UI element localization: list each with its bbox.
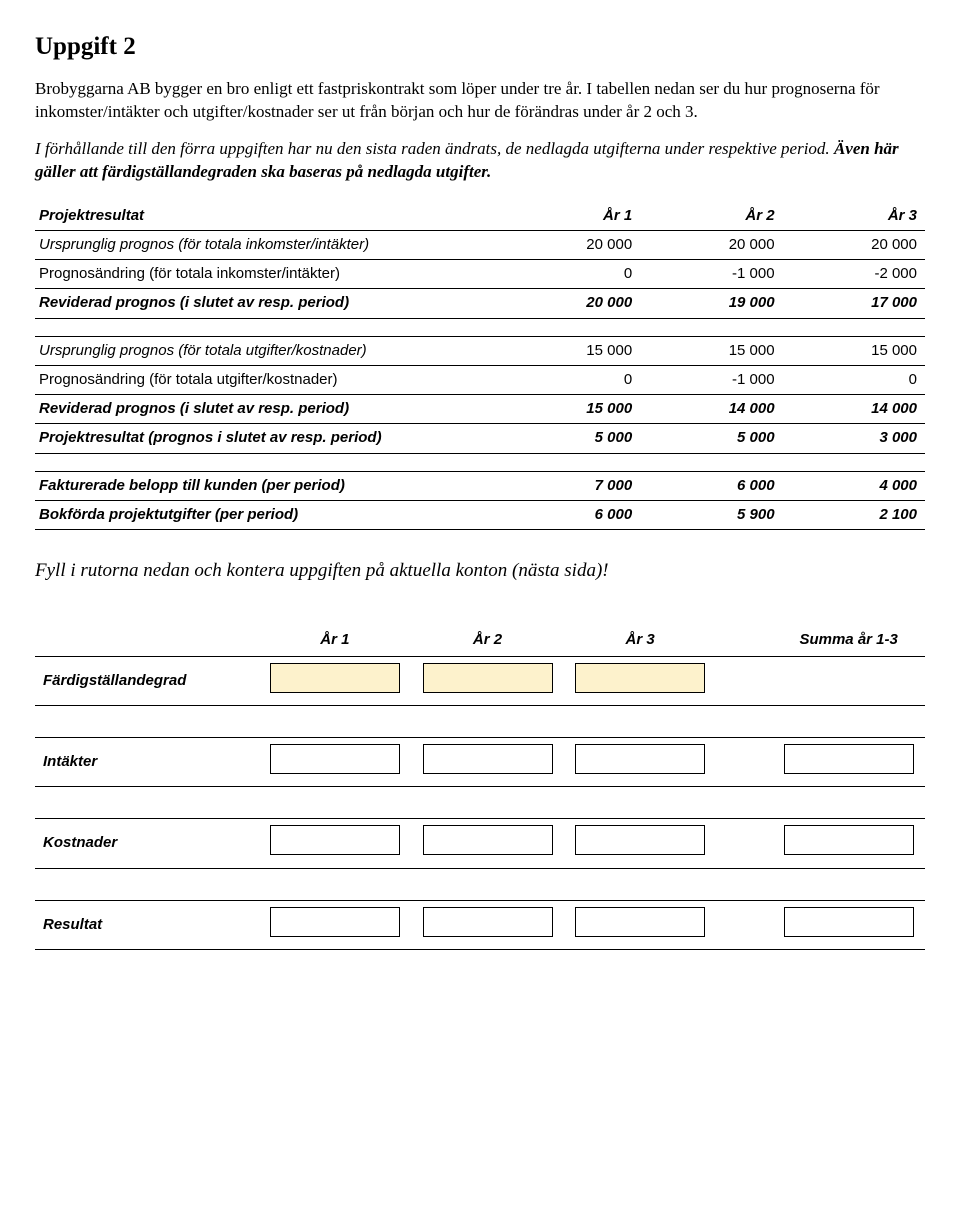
- row-label: Prognosändring (för totala inkomster/int…: [35, 260, 498, 289]
- fill-col: År 1: [259, 624, 412, 657]
- input-box[interactable]: [423, 907, 553, 937]
- cell: 4 000: [783, 471, 925, 500]
- fill-in-table: År 1 År 2 År 3 Summa år 1-3 Färdigställa…: [35, 624, 925, 950]
- cell: 15 000: [783, 336, 925, 365]
- table-row: Reviderad prognos (i slutet av resp. per…: [35, 289, 925, 318]
- col-year2: År 2: [640, 198, 782, 231]
- input-box[interactable]: [270, 744, 400, 774]
- cell: 0: [498, 260, 640, 289]
- row-label: Ursprunglig prognos (för totala inkomste…: [35, 230, 498, 259]
- input-box[interactable]: [423, 663, 553, 693]
- fill-header-row: År 1 År 2 År 3 Summa år 1-3: [35, 624, 925, 657]
- fill-row-label: Intäkter: [35, 738, 259, 787]
- fill-row-label: Färdigställandegrad: [35, 656, 259, 705]
- cell: 7 000: [498, 471, 640, 500]
- fill-row-label: Kostnader: [35, 819, 259, 868]
- cell: 5 000: [640, 424, 782, 453]
- row-label: Ursprunglig prognos (för totala utgifter…: [35, 336, 498, 365]
- input-box[interactable]: [423, 825, 553, 855]
- input-box[interactable]: [784, 825, 914, 855]
- row-label: Prognosändring (för totala utgifter/kost…: [35, 365, 498, 394]
- table-row: Reviderad prognos (i slutet av resp. per…: [35, 395, 925, 424]
- table-header-row: Projektresultat År 1 År 2 År 3: [35, 198, 925, 231]
- input-box[interactable]: [575, 825, 705, 855]
- cell: 20 000: [783, 230, 925, 259]
- table-row: Prognosändring (för totala inkomster/int…: [35, 260, 925, 289]
- fill-row: Resultat: [35, 900, 925, 949]
- fill-col: År 3: [564, 624, 717, 657]
- input-box[interactable]: [784, 744, 914, 774]
- row-label: Reviderad prognos (i slutet av resp. per…: [35, 289, 498, 318]
- fill-row-label: Resultat: [35, 900, 259, 949]
- cell: 20 000: [640, 230, 782, 259]
- table-row: Projektresultat (prognos i slutet av res…: [35, 424, 925, 453]
- col-year3: År 3: [783, 198, 925, 231]
- cell: 6 000: [640, 471, 782, 500]
- table-row: Prognosändring (för totala utgifter/kost…: [35, 365, 925, 394]
- page-title: Uppgift 2: [35, 30, 925, 64]
- cell: 15 000: [498, 336, 640, 365]
- cell: 15 000: [640, 336, 782, 365]
- cell: 5 900: [640, 500, 782, 529]
- project-result-table: Projektresultat År 1 År 2 År 3 Ursprungl…: [35, 198, 925, 531]
- cell: 14 000: [640, 395, 782, 424]
- instruction-text: Fyll i rutorna nedan och kontera uppgift…: [35, 558, 925, 584]
- fill-col: År 2: [411, 624, 564, 657]
- row-label: Projektresultat (prognos i slutet av res…: [35, 424, 498, 453]
- table-row: Bokförda projektutgifter (per period) 6 …: [35, 500, 925, 529]
- paragraph-2: I förhållande till den förra uppgiften h…: [35, 138, 925, 184]
- input-box[interactable]: [575, 907, 705, 937]
- cell: 3 000: [783, 424, 925, 453]
- paragraph-1: Brobyggarna AB bygger en bro enligt ett …: [35, 78, 925, 124]
- cell: -1 000: [640, 260, 782, 289]
- fill-row: Kostnader: [35, 819, 925, 868]
- fill-row: Intäkter: [35, 738, 925, 787]
- input-box[interactable]: [270, 907, 400, 937]
- input-box[interactable]: [423, 744, 553, 774]
- cell: 6 000: [498, 500, 640, 529]
- cell: 0: [783, 365, 925, 394]
- cell: -2 000: [783, 260, 925, 289]
- cell: 19 000: [640, 289, 782, 318]
- table-row: Ursprunglig prognos (för totala inkomste…: [35, 230, 925, 259]
- fill-col: Summa år 1-3: [772, 624, 925, 657]
- cell: 20 000: [498, 289, 640, 318]
- cell: -1 000: [640, 365, 782, 394]
- cell: 20 000: [498, 230, 640, 259]
- cell: 15 000: [498, 395, 640, 424]
- cell: 2 100: [783, 500, 925, 529]
- col-year1: År 1: [498, 198, 640, 231]
- col-label: Projektresultat: [35, 198, 498, 231]
- input-box[interactable]: [270, 663, 400, 693]
- row-label: Reviderad prognos (i slutet av resp. per…: [35, 395, 498, 424]
- cell: 14 000: [783, 395, 925, 424]
- cell: 17 000: [783, 289, 925, 318]
- row-label: Fakturerade belopp till kunden (per peri…: [35, 471, 498, 500]
- input-box[interactable]: [784, 907, 914, 937]
- paragraph-2a: I förhållande till den förra uppgiften h…: [35, 139, 834, 158]
- fill-row: Färdigställandegrad: [35, 656, 925, 705]
- input-box[interactable]: [575, 744, 705, 774]
- cell: 5 000: [498, 424, 640, 453]
- table-row: Fakturerade belopp till kunden (per peri…: [35, 471, 925, 500]
- table-row: Ursprunglig prognos (för totala utgifter…: [35, 336, 925, 365]
- cell: 0: [498, 365, 640, 394]
- row-label: Bokförda projektutgifter (per period): [35, 500, 498, 529]
- input-box[interactable]: [575, 663, 705, 693]
- input-box[interactable]: [270, 825, 400, 855]
